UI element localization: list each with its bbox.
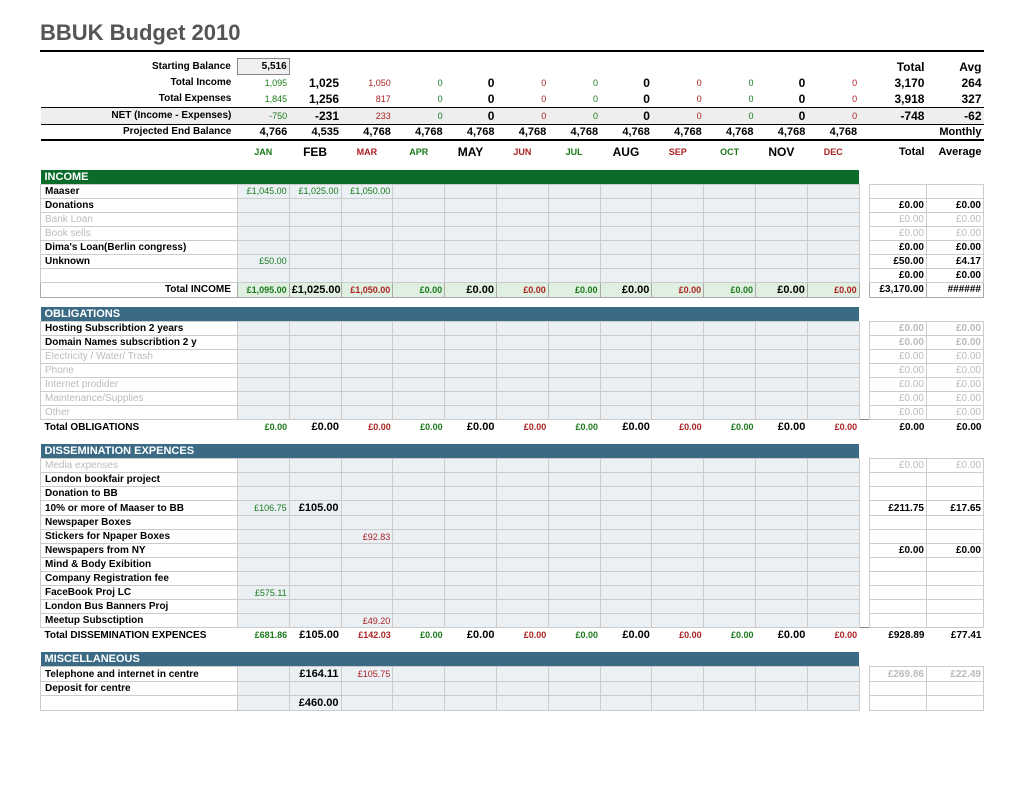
budget-table: Starting Balance5,516TotalAvgTotal Incom… xyxy=(40,58,984,721)
page-title: BBUK Budget 2010 xyxy=(40,20,984,52)
